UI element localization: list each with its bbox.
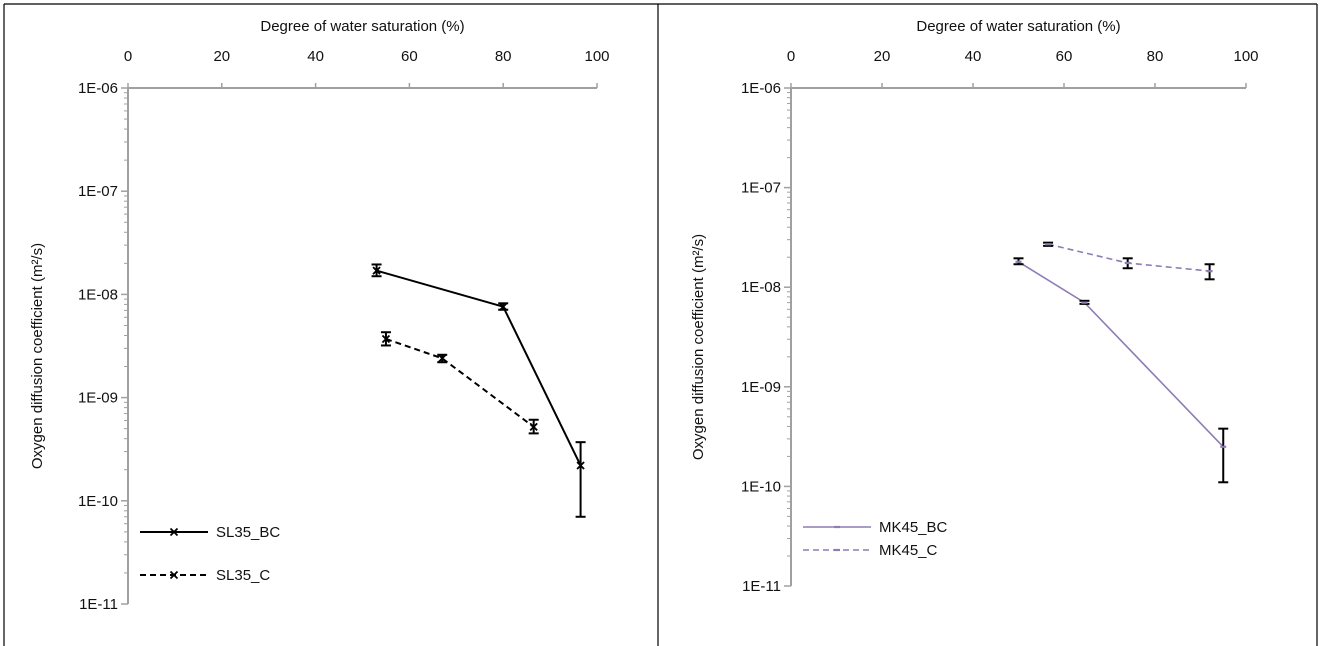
x-tick-label: 20 [213, 48, 230, 65]
y-tick-label: 1E-08 [78, 286, 118, 303]
y-axis-title: Oxygen diffusion coefficient (m²/s) [29, 243, 46, 469]
point-marker [381, 334, 391, 344]
y-tick-label: 1E-11 [742, 578, 781, 595]
legend-label: MK45_C [879, 542, 938, 559]
x-tick-label: 40 [965, 48, 982, 65]
error-bar [575, 441, 586, 518]
x-tick-label: 100 [1233, 48, 1258, 65]
chart-left: 0 20 40 60 80 100 1E-06 1E-07 1E-08 1E-09 1E-10 1E-… [29, 18, 610, 613]
y-tick-label: 1E-09 [741, 379, 781, 396]
x-tick-label: 0 [787, 48, 795, 65]
series-MK45_C [1043, 241, 1215, 281]
legend-label: MK45_BC [879, 519, 948, 536]
x-tick-label: 20 [874, 48, 891, 65]
x-tick-label: 80 [495, 48, 512, 65]
series-SL35_C [380, 331, 539, 435]
x-tick-label: 40 [307, 48, 324, 65]
y-tick-label: 1E-09 [78, 390, 118, 407]
y-tick-label: 1E-07 [741, 180, 781, 197]
y-tick-label: 1E-07 [78, 183, 118, 200]
point-marker [372, 266, 381, 275]
series-line [376, 269, 582, 466]
y-tick-label: 1E-06 [741, 80, 781, 97]
series-line [1018, 261, 1224, 448]
y-tick-label: 1E-11 [79, 596, 118, 613]
x-tick-label: 80 [1147, 48, 1164, 65]
y-axis-title: Oxygen diffusion coefficient (m²/s) [690, 234, 707, 460]
x-tick-label: 0 [124, 48, 132, 65]
legend-label: SL35_BC [216, 524, 280, 541]
x-tick-label: 60 [401, 48, 418, 65]
series-line [385, 338, 535, 428]
series-SL35_BC [371, 263, 586, 518]
point-marker [576, 461, 585, 470]
y-tick-label: 1E-08 [741, 279, 781, 296]
legend-entry-MK45_C: MK45_C [803, 542, 938, 559]
y-tick-label: 1E-10 [78, 493, 118, 510]
point-marker [169, 527, 179, 537]
x-tick-label: 60 [1056, 48, 1073, 65]
point-marker [169, 570, 179, 580]
point-marker [438, 354, 447, 363]
series-MK45_BC [1013, 257, 1229, 484]
legend-label: SL35_C [216, 567, 270, 584]
y-tick-label: 1E-10 [741, 478, 781, 495]
chart-right: 0 20 40 60 80 100 1E-06 1E-07 1E-08 1E-09 1E-10 1E-… [690, 18, 1259, 595]
x-axis-title: Degree of water saturation (%) [260, 18, 464, 35]
point-marker [529, 422, 538, 432]
x-axis-title: Degree of water saturation (%) [916, 18, 1120, 35]
point-marker [499, 302, 508, 311]
y-tick-label: 1E-06 [78, 80, 118, 97]
legend-entry-SL35_C: SL35_C [140, 567, 270, 584]
legend-entry-SL35_BC: SL35_BC [140, 524, 280, 541]
legend-entry-MK45_BC: MK45_BC [803, 519, 948, 536]
x-tick-label: 100 [584, 48, 609, 65]
error-bar [1218, 427, 1229, 484]
